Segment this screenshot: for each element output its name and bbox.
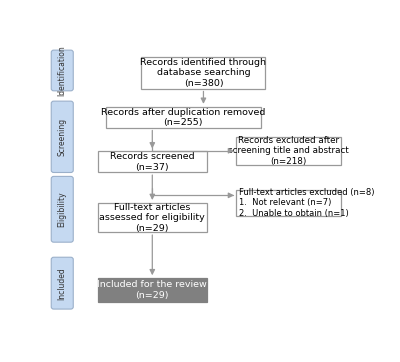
Text: Records identified through
database searching
(n=380): Records identified through database sear… (140, 58, 266, 88)
Text: Eligibility: Eligibility (58, 191, 67, 227)
Text: Records after duplication removed
(n=255): Records after duplication removed (n=255… (101, 108, 266, 127)
FancyBboxPatch shape (106, 107, 261, 128)
FancyBboxPatch shape (98, 151, 206, 172)
Text: Included for the review
(n=29): Included for the review (n=29) (98, 281, 207, 300)
FancyBboxPatch shape (51, 101, 73, 173)
FancyBboxPatch shape (51, 50, 73, 91)
FancyBboxPatch shape (236, 137, 341, 165)
FancyBboxPatch shape (51, 176, 73, 242)
Text: Identification: Identification (58, 45, 67, 96)
Text: Full-text articles
assessed for eligibility
(n=29): Full-text articles assessed for eligibil… (100, 203, 205, 232)
FancyBboxPatch shape (236, 190, 341, 216)
Text: Records excluded after
screening title and abstract
(n=218): Records excluded after screening title a… (228, 136, 349, 166)
FancyBboxPatch shape (51, 257, 73, 309)
FancyBboxPatch shape (98, 203, 206, 232)
Text: Included: Included (58, 267, 67, 299)
Text: Records screened
(n=37): Records screened (n=37) (110, 152, 195, 172)
Text: Screening: Screening (58, 118, 67, 156)
FancyBboxPatch shape (98, 278, 206, 302)
Text: Full-text articles excluded (n=8)
1.  Not relevant (n=7)
2.  Unable to obtain (n: Full-text articles excluded (n=8) 1. Not… (239, 188, 375, 218)
FancyBboxPatch shape (142, 57, 266, 89)
